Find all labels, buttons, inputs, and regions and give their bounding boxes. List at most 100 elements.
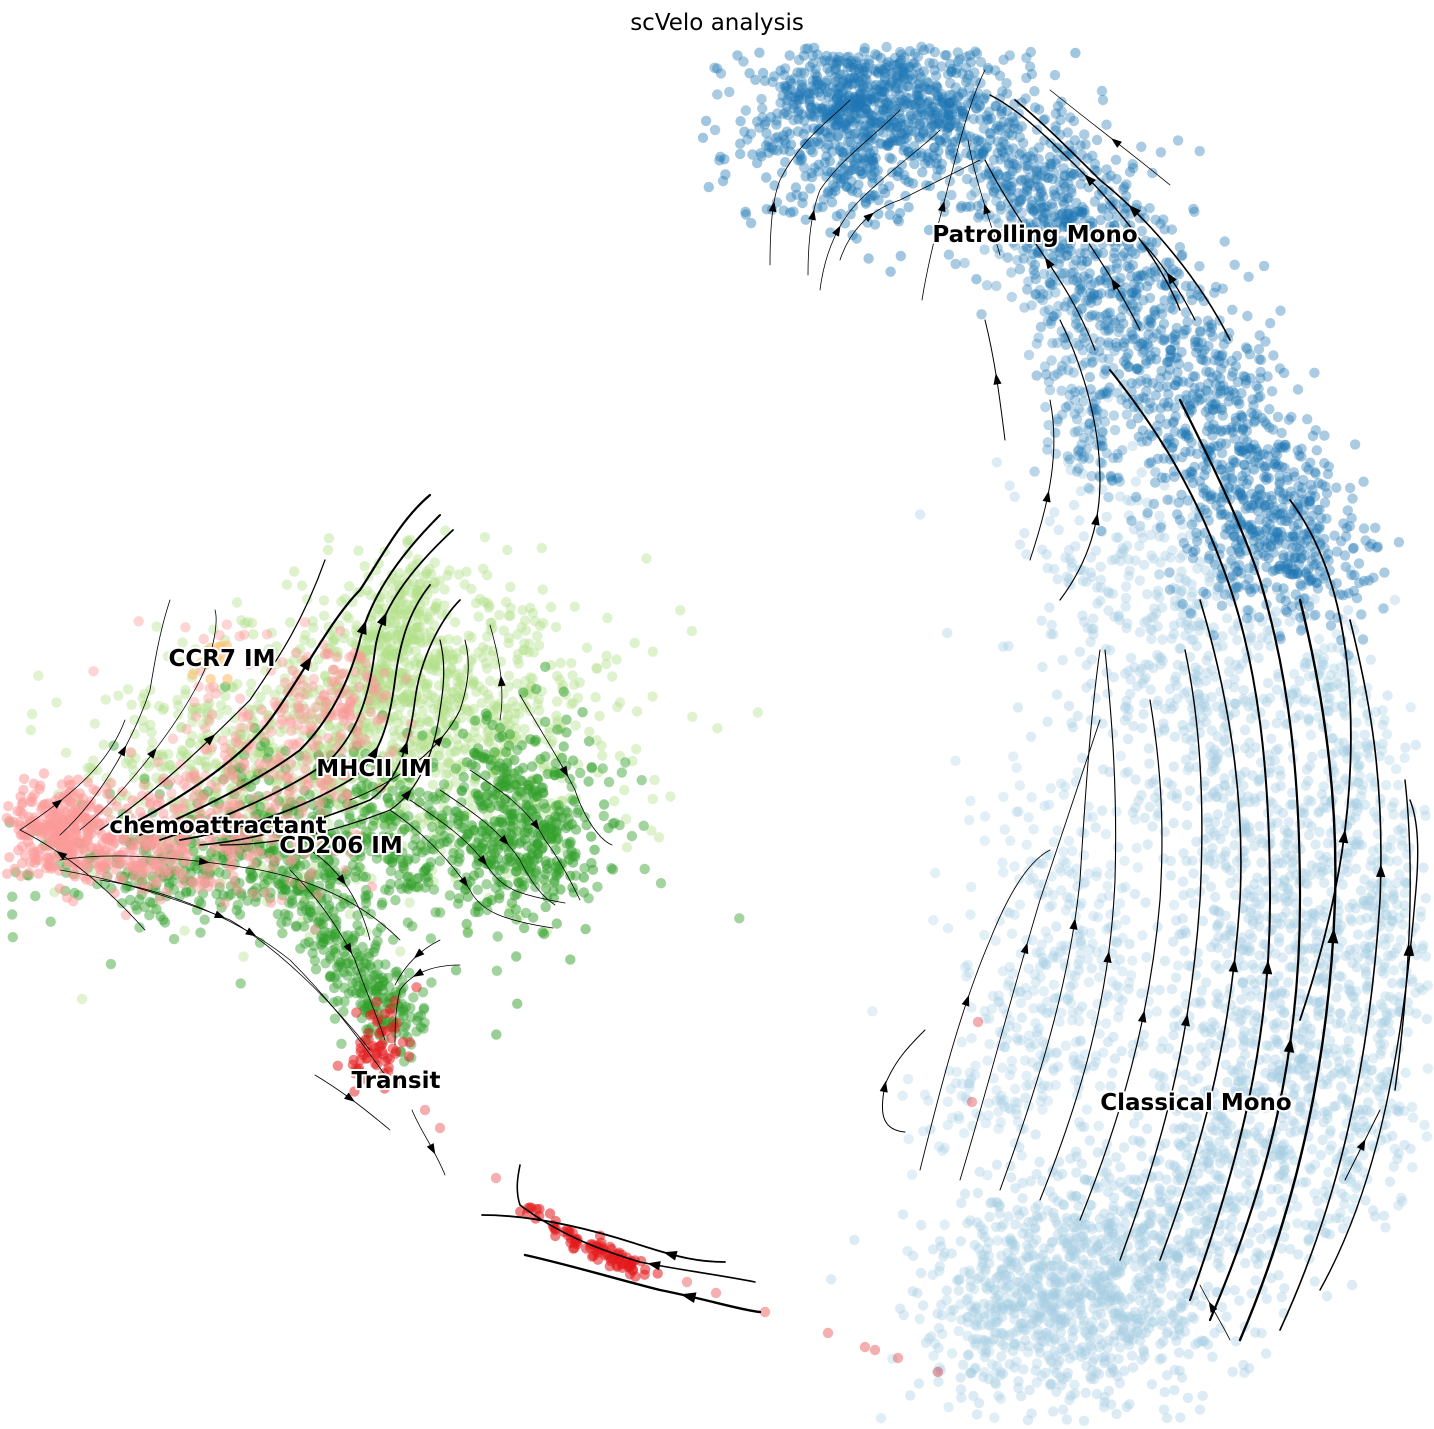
cell-point [1327,733,1339,744]
cell-point [1322,838,1334,849]
cell-point [946,1348,958,1359]
cell-point [1247,918,1259,930]
cell-point [1185,1236,1196,1247]
cell-point [1200,1047,1211,1058]
cell-point [1112,842,1124,853]
cell-point [1227,304,1238,315]
cell-point [1085,636,1096,648]
cell-point [1062,1367,1073,1379]
cell-point [1243,701,1254,712]
cell-point [1310,609,1321,621]
cell-point [1236,936,1247,948]
cell-point [1095,582,1107,593]
cell-point [1227,1366,1238,1378]
cell-point [1352,1161,1364,1172]
cell-point [1273,743,1284,755]
cell-point [1214,1246,1225,1257]
cell-point [1278,1008,1289,1019]
cell-point [1093,1120,1104,1132]
cell-point [1139,617,1150,628]
cell-point [995,1117,1006,1128]
cell-point [1272,1037,1283,1048]
cell-point [1095,1308,1107,1320]
cell-point [1026,68,1038,80]
cell-point [1285,1127,1296,1138]
cell-point [1188,898,1199,909]
cell-point [1219,722,1230,733]
cell-point [915,1267,927,1279]
cell-point [1183,361,1194,372]
cell-point [1001,1270,1012,1282]
cell-point [1376,965,1387,977]
cell-point [1166,1290,1177,1301]
cell-point [1240,857,1252,869]
cell-point [1097,805,1108,816]
cell-point [903,1133,914,1145]
cell-point [1260,528,1271,539]
cell-point [1021,839,1032,850]
cell-point [1197,712,1208,723]
cell-point [1264,991,1276,1003]
cell-point [1229,1086,1241,1098]
cell-point [1399,888,1411,899]
cell-point [1003,1255,1014,1267]
cell-point [1219,825,1230,837]
cell-point [1270,606,1282,617]
cell-point [994,1336,1006,1347]
cell-point [1013,1376,1024,1387]
cell-point [1089,1297,1101,1309]
cell-point [1410,987,1421,998]
cell-point [1169,1306,1181,1317]
cell-point [897,1090,908,1101]
cell-point [1120,701,1132,712]
cell-point [1028,1265,1039,1277]
cell-point [1100,1219,1112,1231]
cell-point [1314,1004,1325,1015]
cell-point [1148,1068,1160,1079]
cell-point [1244,747,1256,759]
cell-point [1099,1288,1110,1300]
cell-point [1260,1067,1271,1079]
cell-point [1355,885,1367,896]
cell-point [1125,688,1136,700]
cell-point [1166,984,1178,995]
cell-point [1063,835,1075,847]
cell-point [1027,1249,1038,1260]
cell-point [965,1073,977,1085]
cell-point [1184,1227,1196,1239]
cell-point [1350,863,1362,874]
cell-point [898,1309,909,1321]
cell-point [1044,1186,1056,1197]
cell-point [1120,768,1131,779]
cell-point [1070,1212,1081,1223]
cell-point [972,1187,984,1199]
cell-point [1216,1301,1228,1313]
cell-point [983,1373,994,1385]
cell-point [1012,702,1024,713]
cell-point [1307,1219,1319,1231]
cell-point [1076,1282,1087,1294]
cell-point [1086,623,1098,634]
cell-point [1142,839,1153,850]
cell-point [1261,696,1272,708]
cell-point [1305,457,1316,468]
cell-point [1154,797,1165,808]
cell-point [1116,1046,1127,1057]
cell-point [1361,984,1373,995]
cell-point [942,627,953,639]
cell-point [1028,824,1039,835]
cell-point [1193,689,1204,700]
cell-point [1318,781,1329,792]
cell-point [1144,1197,1156,1209]
cell-point [1252,872,1263,883]
cell-point [1182,1392,1194,1404]
cell-point [709,124,721,136]
cell-point [1177,1315,1189,1327]
cell-point [1243,271,1254,282]
cell-point [1073,930,1084,942]
cell-point [1285,1149,1297,1160]
cell-point [1014,1301,1026,1312]
cell-point [1141,1123,1153,1135]
cell-point [1266,1000,1278,1012]
